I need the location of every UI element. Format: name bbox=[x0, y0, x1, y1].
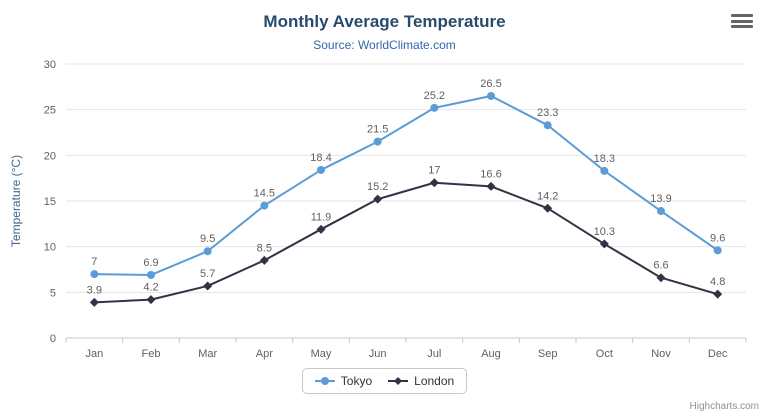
legend: Tokyo London bbox=[0, 368, 769, 394]
hamburger-bar bbox=[731, 14, 753, 17]
x-axis-label: Mar bbox=[198, 348, 217, 360]
marker-london bbox=[316, 224, 326, 234]
data-label: 21.5 bbox=[367, 124, 388, 136]
marker-tokyo bbox=[487, 91, 495, 100]
data-label: 11.9 bbox=[311, 211, 332, 223]
data-label: 17 bbox=[428, 165, 440, 177]
legend-box: Tokyo London bbox=[301, 368, 468, 394]
data-label: 14.2 bbox=[537, 190, 558, 202]
x-axis-label: Jun bbox=[369, 348, 387, 360]
data-label: 15.2 bbox=[367, 181, 388, 193]
data-label: 5.7 bbox=[200, 268, 215, 280]
hamburger-bar bbox=[731, 25, 753, 28]
series-line-london bbox=[93, 181, 719, 304]
data-label: 9.6 bbox=[710, 232, 725, 244]
marker-london bbox=[486, 181, 496, 191]
marker-tokyo bbox=[430, 103, 439, 112]
data-label: 26.5 bbox=[480, 78, 501, 90]
x-axis-label: Sep bbox=[538, 348, 558, 360]
marker-london bbox=[203, 281, 213, 291]
marker-london bbox=[89, 297, 99, 307]
hamburger-menu-icon[interactable] bbox=[731, 12, 753, 30]
y-axis-label: 5 bbox=[50, 287, 56, 299]
marker-london bbox=[259, 255, 269, 265]
data-label: 6.6 bbox=[653, 260, 668, 272]
x-axis-label: Dec bbox=[708, 348, 728, 360]
marker-tokyo bbox=[713, 246, 722, 255]
marker-tokyo bbox=[657, 207, 665, 216]
x-axis-label: May bbox=[311, 348, 332, 360]
data-label: 13.9 bbox=[650, 193, 671, 205]
marker-tokyo bbox=[600, 166, 609, 175]
marker-tokyo bbox=[90, 270, 99, 279]
legend-item-tokyo[interactable]: Tokyo bbox=[314, 374, 373, 388]
data-label: 18.3 bbox=[594, 153, 615, 165]
marker-tokyo bbox=[147, 270, 155, 279]
marker-london bbox=[146, 295, 156, 305]
x-axis-label: Jul bbox=[427, 348, 441, 360]
legend-marker-circle-icon bbox=[314, 377, 335, 385]
marker-london bbox=[373, 194, 383, 204]
chart-title: Monthly Average Temperature bbox=[263, 12, 506, 31]
y-axis-label: 20 bbox=[44, 150, 56, 162]
legend-label: Tokyo bbox=[340, 374, 373, 388]
chart-subtitle: Source: WorldClimate.com bbox=[313, 38, 456, 52]
marker-tokyo bbox=[203, 247, 212, 256]
legend-label: London bbox=[414, 374, 455, 388]
y-axis-label: 0 bbox=[50, 333, 56, 345]
data-label: 3.9 bbox=[87, 284, 102, 296]
legend-marker-diamond-icon bbox=[388, 377, 409, 385]
data-label: 16.6 bbox=[480, 168, 501, 180]
data-label: 9.5 bbox=[200, 233, 215, 245]
x-axis-label: Oct bbox=[596, 348, 613, 360]
data-label: 4.8 bbox=[710, 276, 725, 288]
marker-london bbox=[713, 289, 723, 299]
marker-tokyo bbox=[543, 121, 552, 130]
marker-london bbox=[543, 203, 553, 213]
x-axis-label: Aug bbox=[481, 348, 501, 360]
marker-tokyo bbox=[317, 165, 325, 174]
hamburger-bar bbox=[731, 19, 753, 23]
marker-london bbox=[656, 273, 666, 283]
y-axis-label: 30 bbox=[44, 59, 56, 71]
x-axis-label: Nov bbox=[651, 348, 671, 360]
data-label: 7 bbox=[91, 256, 97, 268]
y-axis-title: Temperature (°C) bbox=[9, 154, 23, 248]
credits-link[interactable]: Highcharts.com bbox=[689, 401, 759, 412]
x-axis-label: Apr bbox=[256, 348, 273, 360]
data-label: 23.3 bbox=[537, 107, 558, 119]
legend-item-london[interactable]: London bbox=[388, 374, 454, 388]
x-axis-label: Jan bbox=[85, 348, 103, 360]
data-label: 10.3 bbox=[594, 226, 615, 238]
data-label: 6.9 bbox=[143, 257, 158, 269]
data-label: 18.4 bbox=[310, 152, 331, 164]
y-axis-label: 15 bbox=[44, 196, 56, 208]
data-label: 14.5 bbox=[254, 188, 275, 200]
marker-tokyo bbox=[260, 201, 269, 210]
data-label: 8.5 bbox=[257, 242, 272, 254]
y-axis-label: 10 bbox=[44, 242, 56, 254]
data-label: 25.2 bbox=[424, 90, 445, 102]
marker-tokyo bbox=[373, 137, 382, 146]
data-label: 4.2 bbox=[143, 282, 158, 294]
series-line-tokyo bbox=[93, 94, 719, 276]
x-axis-label: Feb bbox=[142, 348, 161, 360]
y-axis-label: 25 bbox=[44, 105, 56, 117]
marker-london bbox=[599, 239, 609, 249]
marker-london bbox=[429, 178, 439, 188]
